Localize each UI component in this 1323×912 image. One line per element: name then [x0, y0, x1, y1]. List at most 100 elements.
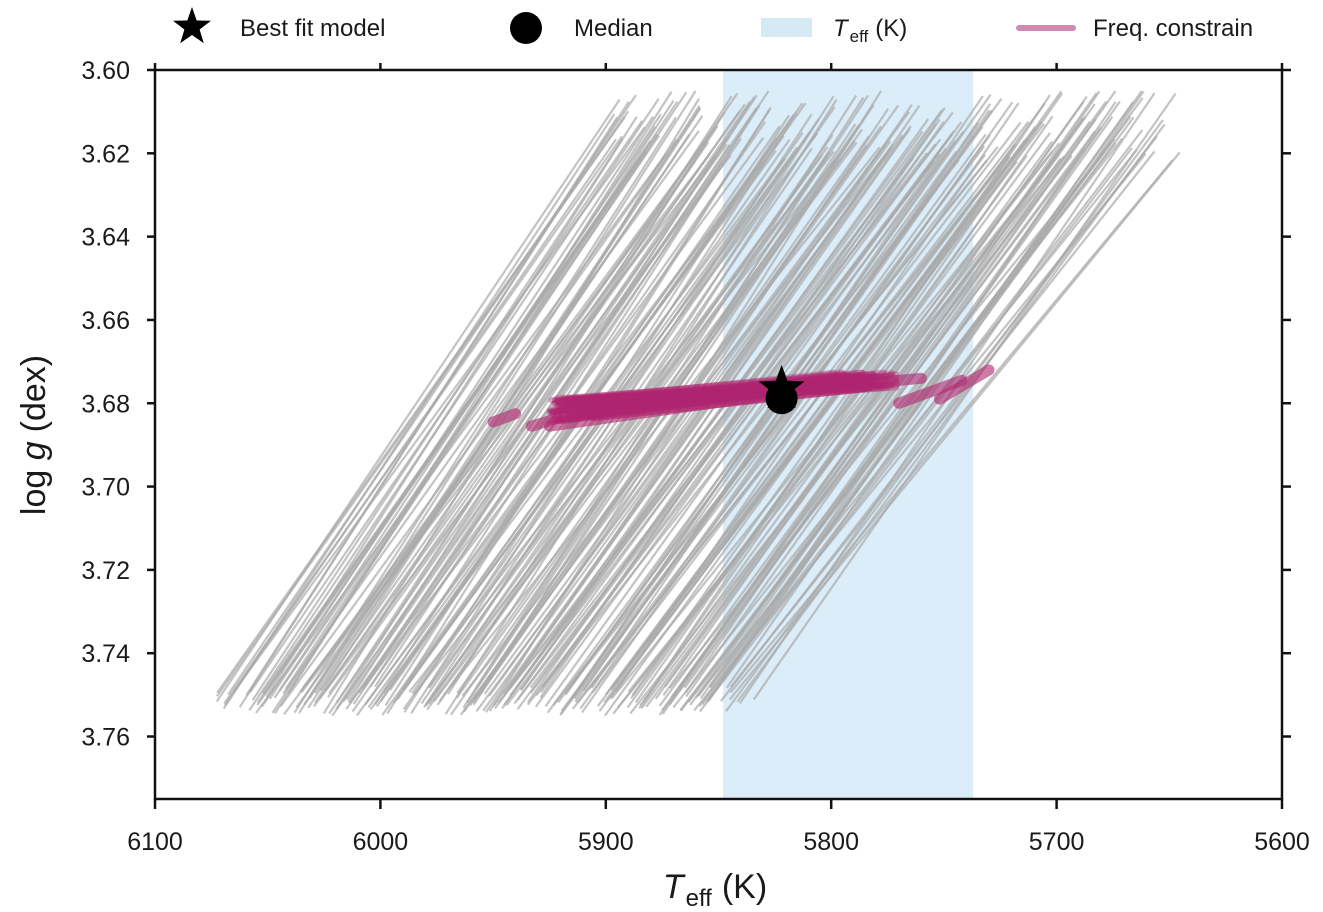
freq-constrain-segment [551, 371, 877, 422]
track-line [610, 150, 1054, 700]
track-line [617, 155, 1066, 708]
freq-constrain-segment [551, 374, 878, 404]
x-axis-label: Teff (K) [663, 868, 767, 912]
track-line [627, 153, 1061, 693]
x-axis-unit: (K) [722, 868, 767, 906]
y-tick-label: 3.72 [81, 557, 130, 585]
track-line [474, 94, 869, 690]
track-line [347, 111, 726, 703]
freq-constrain-segment [551, 369, 846, 415]
y-tick-label: 3.70 [81, 474, 130, 502]
freq-constrain-segment [559, 378, 860, 425]
freq-constrain-segment [548, 383, 861, 404]
legend-best-fit-star-icon [173, 7, 211, 44]
track-line [725, 119, 1164, 712]
freq-constrain-segment [559, 371, 866, 408]
track-line [282, 138, 678, 695]
freq-constrain-segment [556, 384, 900, 409]
track-line [684, 90, 1101, 694]
track-line [447, 95, 835, 695]
freq-constrain-segment [555, 369, 837, 405]
freq-constrain-segment [546, 382, 853, 415]
legend-median-label: Median [574, 15, 653, 42]
y-axis-symbol: g [15, 441, 53, 460]
x-axis-symbol: T [663, 868, 686, 906]
track-line [227, 94, 637, 696]
x-tick-label: 6000 [353, 828, 409, 856]
track-line [654, 101, 1085, 700]
freq-constrain-segment [566, 377, 899, 419]
y-tick-label: 3.60 [81, 57, 130, 85]
freq-constrain-segment [568, 383, 885, 404]
track-line [299, 124, 718, 693]
track-line [530, 130, 955, 694]
y-tick-label: 3.62 [81, 140, 130, 168]
axis-ticks: 6100 6000 5900 5800 5700 5600 3.60 3.62 3.64 3.66… [81, 57, 1309, 856]
freq-constrain-segment [563, 371, 847, 408]
freq-constrain-segment [552, 377, 861, 417]
legend-teff-symbol: T [833, 15, 850, 42]
track-line [426, 151, 831, 711]
track-line [752, 92, 1177, 701]
freq-constrain-segment [566, 372, 894, 420]
track-line [699, 147, 1133, 713]
track-line [634, 92, 1064, 704]
freq-constrain-segment [567, 381, 901, 403]
legend-teff-unit: (K) [875, 15, 907, 42]
median-circle [765, 382, 798, 415]
track-line [728, 151, 1181, 701]
y-tick-label: 3.64 [81, 224, 130, 252]
freq-constrain-segment [548, 370, 896, 415]
freq-constrain-segment [690, 372, 927, 405]
freq-constrain-segment [553, 373, 856, 402]
y-tick-label: 3.74 [81, 640, 130, 668]
track-line [670, 100, 1108, 699]
freq-constrain-segment [933, 364, 995, 405]
freq-constrain-segment [554, 376, 876, 405]
track-line [358, 94, 758, 694]
freq-constrain-segment [556, 382, 896, 424]
track-line [449, 146, 881, 688]
freq-constrain-segment [554, 385, 854, 413]
track-line [255, 152, 668, 714]
track-line [381, 157, 786, 716]
freq-constrain-segment [487, 408, 522, 428]
freq-constrain-segment [557, 379, 881, 422]
freq-constrain-segment [567, 371, 853, 409]
freq-constrain-segment [563, 372, 896, 409]
track-line [475, 134, 904, 713]
x-tick-label: 5600 [1254, 828, 1310, 856]
y-tick-label: 3.66 [81, 307, 130, 335]
freq-constrain-segment [550, 376, 852, 418]
x-tick-label: 6100 [127, 828, 183, 856]
track-line [462, 125, 883, 713]
freq-constrain-segment [561, 371, 847, 403]
track-line [324, 103, 746, 692]
track-line [222, 113, 616, 710]
freq-constrain-segment [555, 379, 861, 404]
legend-teff-subscript: eff [850, 27, 869, 46]
track-line [389, 102, 804, 691]
legend-teff-band-swatch [761, 18, 812, 37]
track-line [328, 100, 751, 715]
freq-constrain-segment [568, 377, 857, 414]
track-line [526, 130, 965, 706]
track-line [576, 121, 1022, 704]
x-tick-label: 5800 [803, 828, 859, 856]
x-tick-label: 5700 [1029, 828, 1085, 856]
freq-constrain-segment [552, 378, 899, 405]
freq-constrain-segment [546, 377, 867, 424]
freq-constrain-segment [558, 385, 871, 411]
track-line [639, 115, 1054, 707]
freq-constrain-segment [525, 401, 600, 432]
freq-constrain-segment [893, 374, 968, 409]
track-line [319, 92, 739, 692]
y-tick-label: 3.68 [81, 390, 130, 418]
x-axis-subscript: eff [686, 885, 713, 912]
legend-median-circle-icon [510, 12, 542, 44]
freq-constrain-segment [549, 384, 891, 419]
y-tick-label: 3.76 [81, 724, 130, 752]
